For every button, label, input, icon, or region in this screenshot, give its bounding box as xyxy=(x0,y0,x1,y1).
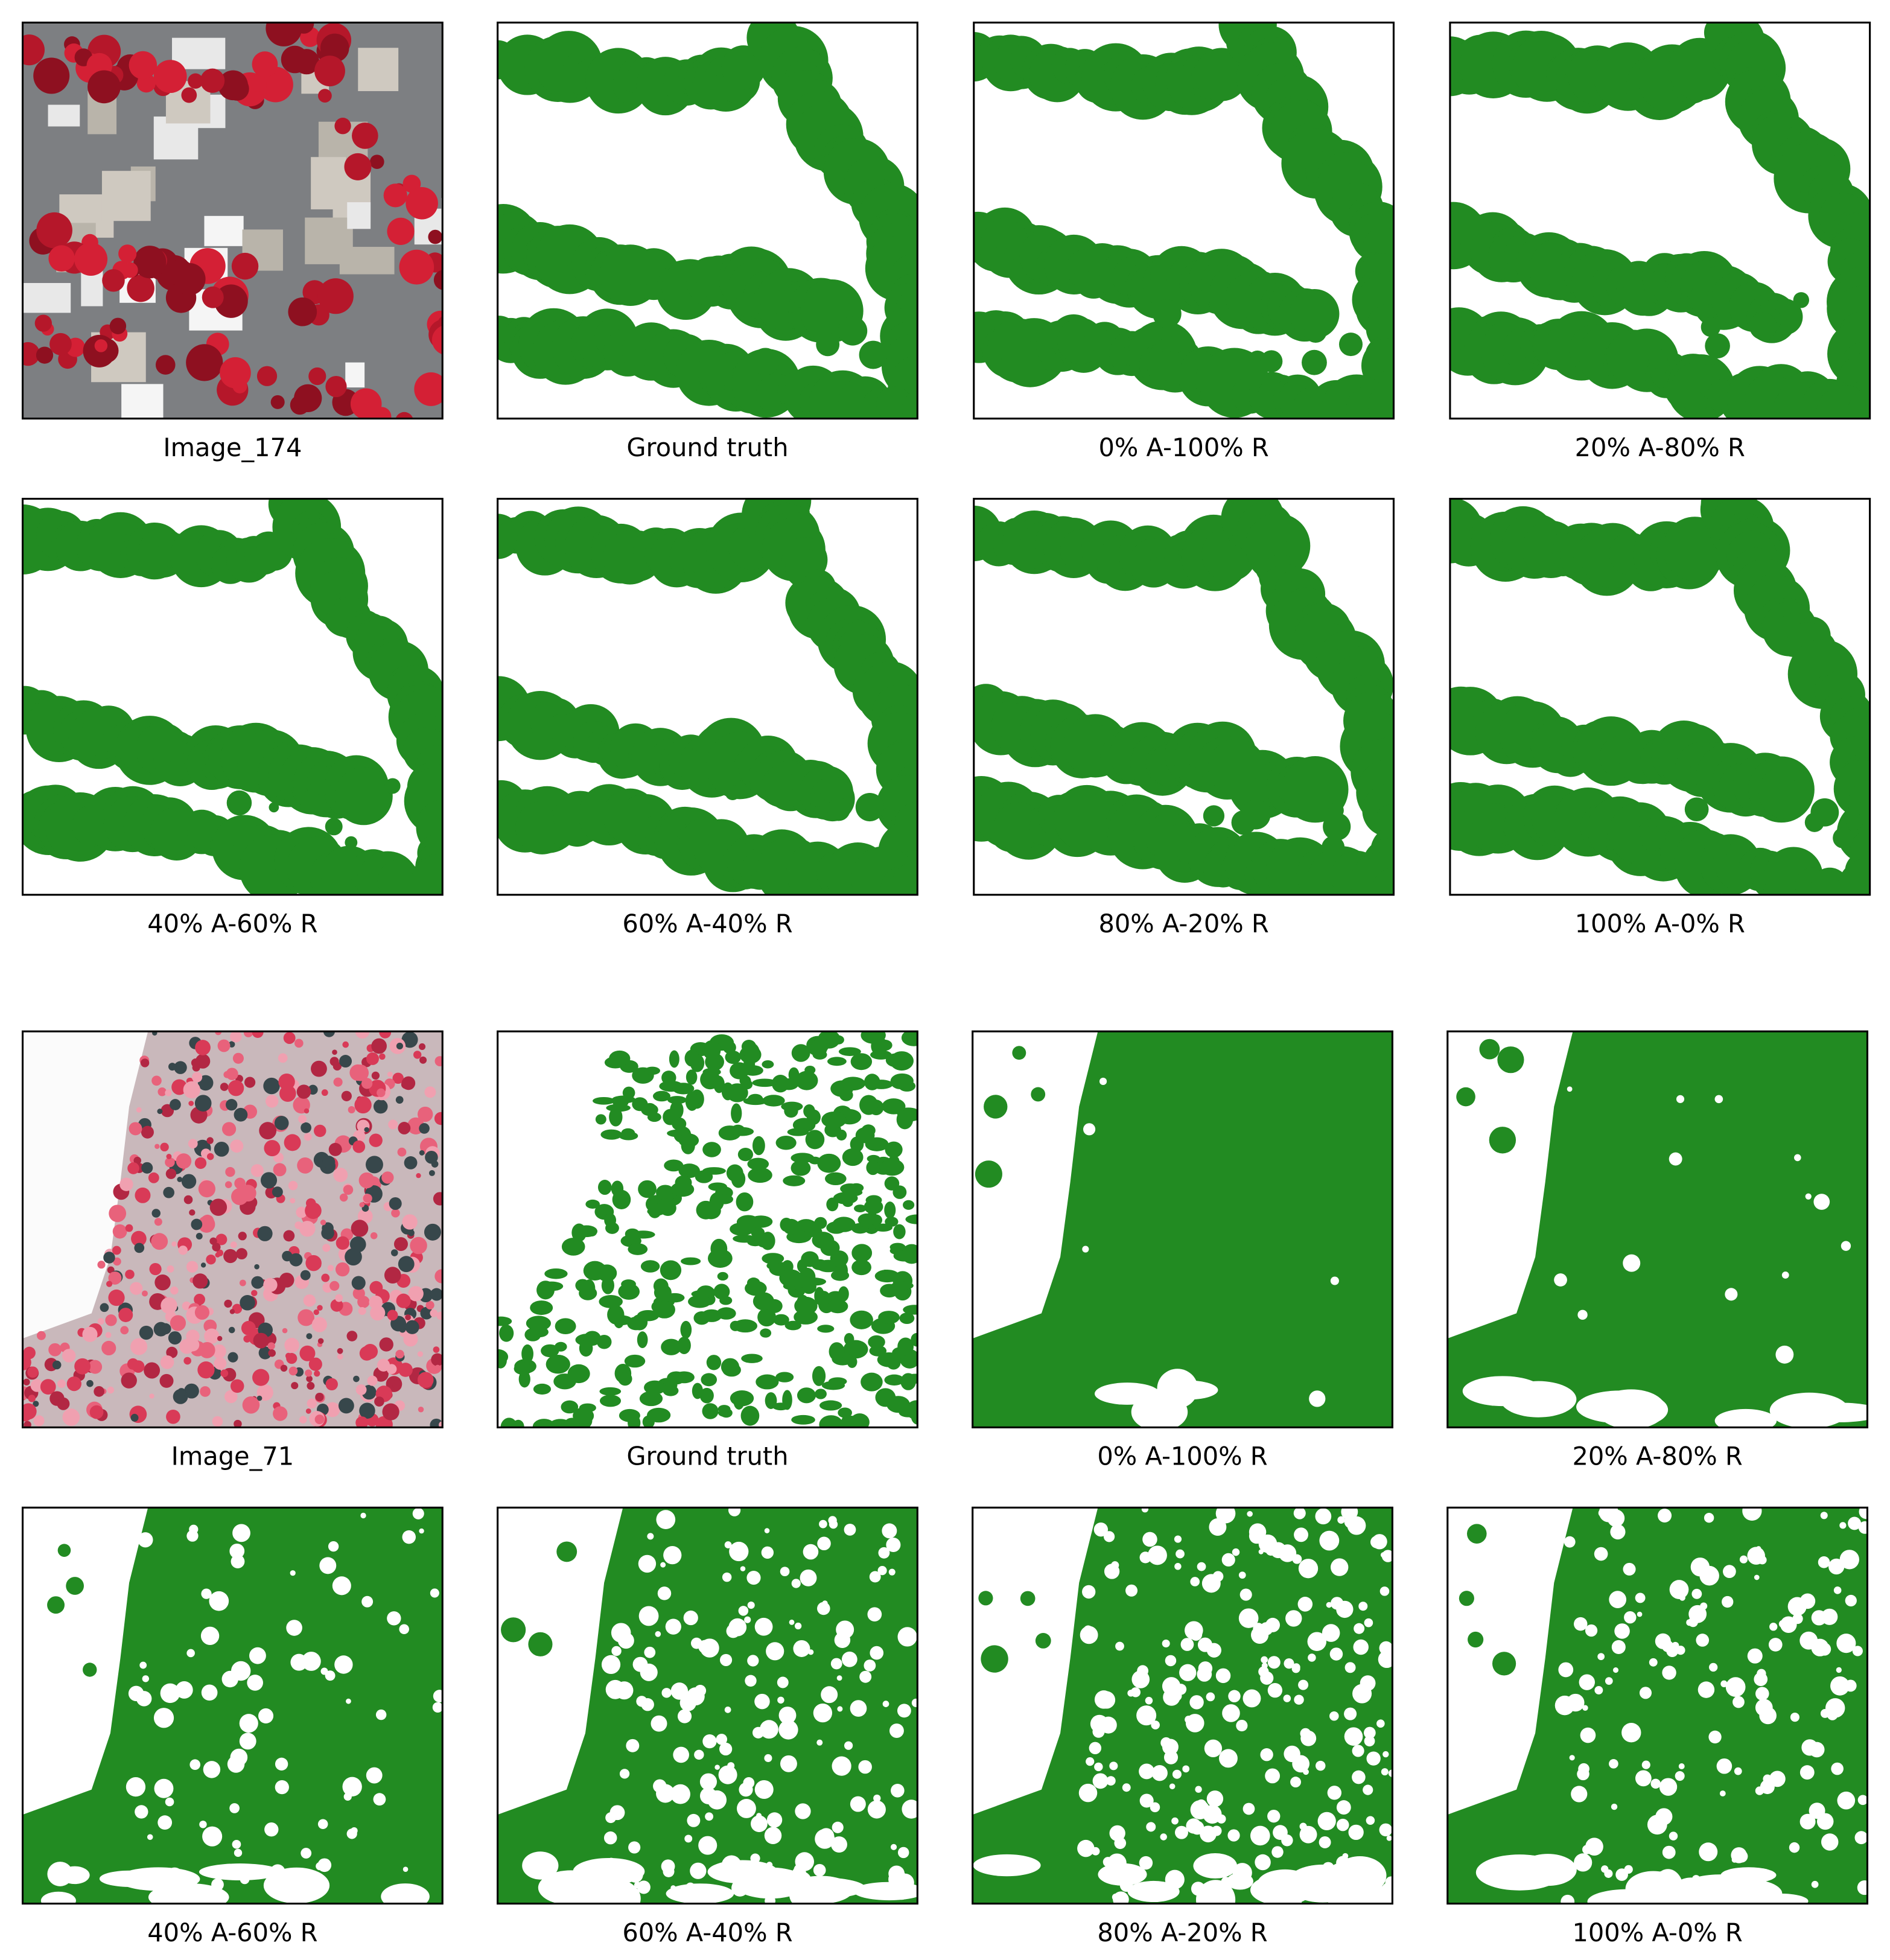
panel-frame xyxy=(972,1506,1393,1905)
panel-frame xyxy=(21,497,444,896)
panel-caption: 60% A-40% R xyxy=(622,909,792,938)
panel-caption: 40% A-60% R xyxy=(147,909,317,938)
panel-caption: 0% A-100% R xyxy=(1097,1442,1267,1471)
panel-caption: Ground truth xyxy=(626,1442,788,1471)
panel-image xyxy=(497,498,918,895)
panel-image xyxy=(22,1507,443,1904)
panel-caption: 80% A-20% R xyxy=(1098,909,1268,938)
panel-frame xyxy=(21,21,444,420)
panel-frame xyxy=(1446,1506,1869,1905)
panel-image xyxy=(1447,1031,1868,1428)
panel-frame xyxy=(973,21,1395,420)
panel-caption: 20% A-80% R xyxy=(1572,1442,1742,1471)
panel-image xyxy=(1449,498,1870,895)
panel-image xyxy=(22,1031,443,1428)
panel-image xyxy=(973,22,1394,419)
panel-image xyxy=(972,1507,1393,1904)
panel-image xyxy=(22,22,443,419)
panel-caption: Image_174 xyxy=(163,433,302,462)
panel-image xyxy=(497,1031,918,1428)
panel-caption: Ground truth xyxy=(626,433,788,462)
panel-frame xyxy=(1449,497,1871,896)
panel-frame xyxy=(21,1506,444,1905)
panel-frame xyxy=(1449,21,1871,420)
panel-image xyxy=(497,1507,918,1904)
panel-frame xyxy=(21,1030,444,1428)
panel-frame xyxy=(1446,1030,1869,1428)
panel-frame xyxy=(497,21,918,420)
panel-frame xyxy=(497,1030,918,1428)
panel-caption: 60% A-40% R xyxy=(622,1918,792,1947)
panel-frame xyxy=(497,497,918,896)
panel-image xyxy=(1447,1507,1868,1904)
panel-caption: 100% A-0% R xyxy=(1572,1918,1742,1947)
panel-frame xyxy=(497,1506,918,1905)
panel-image xyxy=(22,498,443,895)
panel-caption: Image_71 xyxy=(171,1442,294,1471)
panel-caption: 100% A-0% R xyxy=(1575,909,1745,938)
panel-frame xyxy=(973,497,1395,896)
panel-image xyxy=(1449,22,1870,419)
panel-frame xyxy=(972,1030,1393,1428)
panel-caption: 80% A-20% R xyxy=(1097,1918,1267,1947)
panel-image xyxy=(973,498,1394,895)
panel-caption: 20% A-80% R xyxy=(1575,433,1745,462)
panel-image xyxy=(497,22,918,419)
panel-image xyxy=(972,1031,1393,1428)
panel-caption: 40% A-60% R xyxy=(147,1918,317,1947)
panel-caption: 0% A-100% R xyxy=(1098,433,1268,462)
